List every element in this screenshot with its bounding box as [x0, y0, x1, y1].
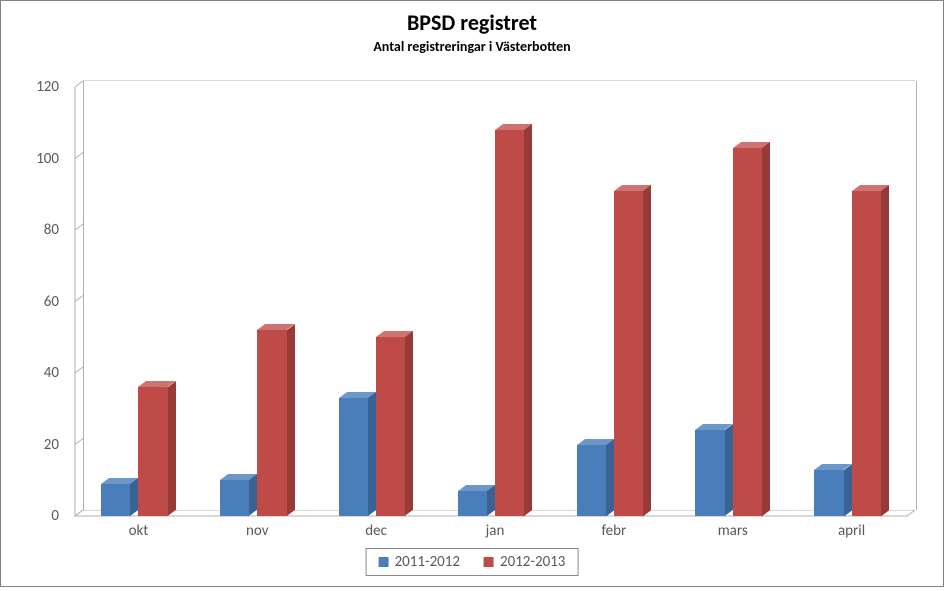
x-tick-label: dec: [365, 522, 387, 540]
bar: [101, 484, 130, 516]
legend-item: 2012-2013: [484, 553, 565, 571]
bar: [339, 398, 368, 516]
legend-label: 2012-2013: [500, 553, 565, 571]
y-tick-label: 60: [21, 293, 59, 311]
x-tick-label: nov: [246, 522, 269, 540]
legend-label: 2011-2012: [395, 553, 460, 571]
x-tick-label: april: [838, 522, 865, 540]
x-tick-label: mars: [718, 522, 748, 540]
y-axis: 020406080100120: [21, 81, 67, 516]
bar: [220, 480, 249, 516]
chart-subtitle: Antal registreringar i Västerbotten: [1, 38, 943, 55]
bar: [814, 470, 843, 516]
bar: [577, 445, 606, 517]
bar: [138, 387, 167, 516]
x-tick-label: jan: [486, 522, 505, 540]
y-tick-label: 40: [21, 364, 59, 382]
bar: [733, 148, 762, 516]
y-tick-label: 120: [21, 78, 59, 96]
bar: [614, 191, 643, 516]
y-tick-label: 80: [21, 221, 59, 239]
y-tick-label: 0: [21, 507, 59, 525]
bar: [257, 330, 286, 516]
bar: [376, 337, 405, 516]
legend-swatch: [379, 557, 389, 567]
legend: 2011-2012 2012-2013: [366, 548, 579, 576]
plot-3d: oktnovdecjanfebrmarsapril: [75, 81, 915, 516]
legend-swatch: [484, 557, 494, 567]
bar: [852, 191, 881, 516]
chart-title: BPSD registret: [1, 9, 943, 36]
chart-titles: BPSD registret Antal registreringar i Vä…: [1, 9, 943, 55]
bars-layer: oktnovdecjanfebrmarsapril: [75, 81, 915, 516]
bar: [495, 130, 524, 516]
bar: [695, 430, 724, 516]
legend-item: 2011-2012: [379, 553, 460, 571]
x-tick-label: febr: [601, 522, 626, 540]
chart-frame: BPSD registret Antal registreringar i Vä…: [0, 0, 944, 587]
bar: [458, 491, 487, 516]
y-tick-label: 20: [21, 436, 59, 454]
plot-area: 020406080100120 oktnovdecjanfebrmarsapri…: [21, 81, 923, 516]
x-tick-label: okt: [129, 522, 149, 540]
y-tick-label: 100: [21, 150, 59, 168]
